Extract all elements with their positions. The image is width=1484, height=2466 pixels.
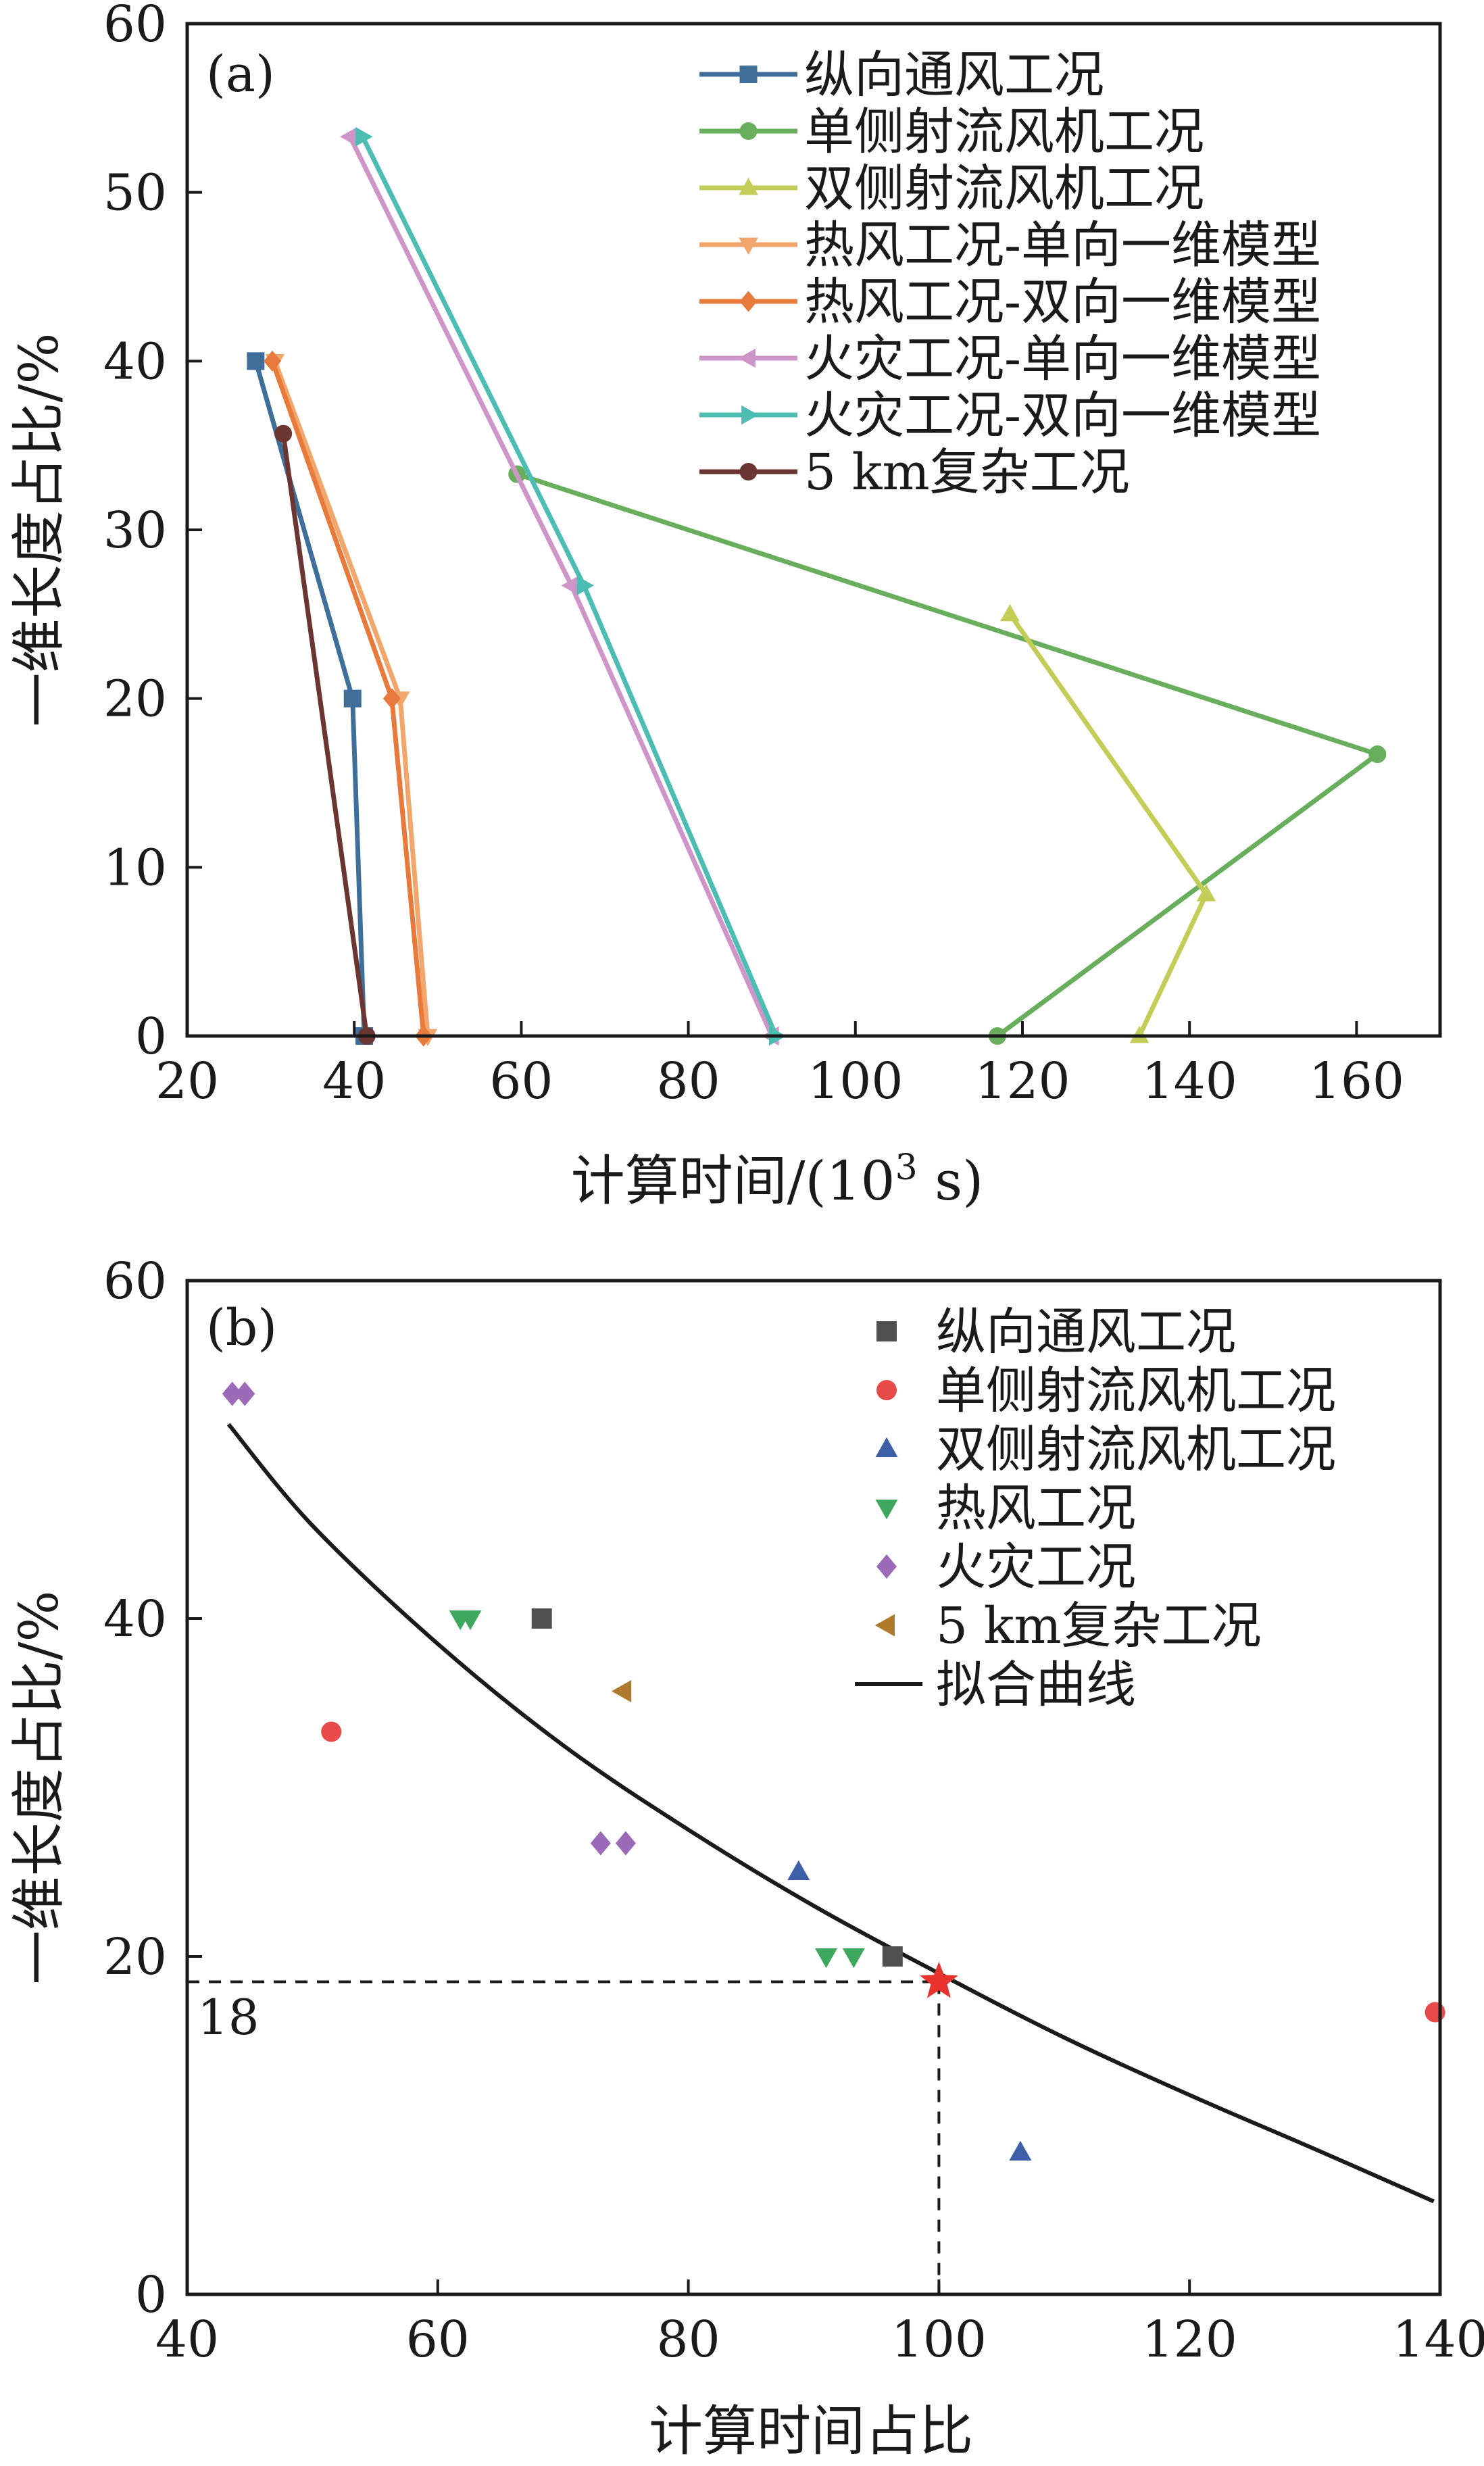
panel-a-y-axis-title: 一维长度占比/% [7,333,70,727]
panel-a-series-line-8 [280,433,370,1037]
panel-a-legend-marker [739,178,758,195]
panel-a-ticks: 20 40 60 80 100 120 140 160 0 10 20 30 40 50 60 [103,0,1404,1110]
panel-a-y-tick-label: 0 [135,1008,167,1066]
panel-b-legend-label: 拟合曲线 [936,1656,1136,1714]
panel-a-y-tick-label: 40 [103,332,167,391]
panel-a-data-point [382,688,401,710]
panel-b-legend-marker [874,1614,895,1637]
panel-b-ticks: 40 60 80 100 120 140 0 20 40 60 [103,1252,1484,2369]
panel-b-y-axis-title: 一维长度占比/% [7,1591,70,1985]
panel-a-data-point [1000,603,1020,622]
panel-b-x-tick-label: 120 [1142,2311,1237,2369]
panel-b-y-tick-label: 60 [103,1252,167,1310]
panel-a-x-tick-label: 20 [155,1052,219,1110]
panel-b-legend-label: 热风工况 [936,1479,1136,1537]
panel-a-data-point [247,352,265,370]
panel-b-legend-marker [875,1500,898,1520]
panel-b-x-tick-label: 40 [155,2311,219,2369]
panel-b-legend-label: 双侧射流风机工况 [936,1421,1336,1479]
panel-a-y-tick-label: 60 [103,0,167,53]
panel-b-data-point [815,1948,838,1969]
panel-a-legend-label: 火灾工况-双向一维模型 [804,387,1321,445]
panel-b-plot-area [187,1381,1445,2294]
panel-a-legend-label: 单侧射流风机工况 [804,103,1204,161]
panel-a-data-point [1368,745,1387,764]
panel-b-legend-marker [876,1554,897,1579]
panel-b: 40 60 80 100 120 140 0 20 40 60 (b) 18 纵向通风工况单侧射流… [7,1252,1484,2463]
panel-b-x-tick-label: 140 [1392,2311,1484,2369]
panel-b-data-point [531,1608,552,1629]
panel-b-x-tick-label: 80 [657,2311,720,2369]
panel-b-y-tick-label: 20 [103,1928,167,1986]
panel-a-data-point [1196,884,1216,902]
panel-b-data-point [222,1381,243,1406]
panel-a-legend-label: 双侧射流风机工况 [804,159,1204,218]
panel-b-data-point [1009,2140,1032,2161]
panel-b-data-point [787,1860,810,1880]
panel-a-label: (a) [206,45,275,103]
panel-a-legend: 纵向通风工况单侧射流风机工况双侧射流风机工况热风工况-单向一维模型热风工况-双向… [699,46,1321,501]
panel-a-x-axis-title-superscript: 3 [895,1148,918,1188]
panel-a-legend-marker [739,66,758,83]
panel-a-data-point [355,126,373,147]
panel-a-legend-label: 热风工况-双向一维模型 [804,273,1321,331]
panel-a-y-tick-label: 50 [103,164,167,222]
panel-a-x-tick-label: 60 [489,1052,553,1110]
panel-a-x-tick-label: 120 [974,1052,1070,1110]
panel-b-legend-label: 单侧射流风机工况 [936,1362,1336,1420]
panel-b-label: (b) [206,1299,277,1357]
panel-b-data-point [882,1946,903,1967]
panel-b-legend-label: 火灾工况 [936,1538,1136,1596]
panel-b-y-tick-label: 40 [103,1590,167,1648]
panel-a-y-tick-label: 30 [103,501,167,560]
panel-b-data-point [234,1381,255,1406]
panel-b-threshold-label: 18 [197,1989,259,2046]
panel-b-highlight-star [920,1961,958,1998]
panel-a-data-point [340,126,357,147]
panel-b-x-tick-label: 100 [891,2311,987,2369]
panel-b-data-point [842,1948,865,1969]
panel-a-legend-label: 热风工况-单向一维模型 [804,216,1321,274]
panel-b-legend-label: 5 km复杂工况 [936,1597,1262,1655]
panel-b-x-axis-title: 计算时间占比 [649,2400,973,2463]
panel-a-legend-marker [739,291,758,312]
panel-a-data-point [576,576,595,595]
panel-b-data-point [459,1610,482,1631]
panel-a-legend-label: 火灾工况-单向一维模型 [804,330,1321,388]
panel-a-data-point [561,576,578,595]
panel-b-legend-marker [876,1380,897,1400]
panel-b-data-point [611,1680,632,1702]
panel-b-data-point [321,1721,342,1742]
panel-a-y-tick-label: 10 [103,839,167,897]
panel-a-x-tick-label: 100 [808,1052,903,1110]
panel-a-x-tick-label: 160 [1309,1052,1404,1110]
panel-a-data-point [274,424,293,443]
panel-a-data-point [264,350,282,372]
panel-b-data-point [1425,2002,1445,2023]
panel-b-data-point [590,1831,611,1856]
panel-a-legend-marker [739,237,758,255]
panel-b-y-tick-label: 0 [135,2266,167,2324]
panel-a-legend-marker [741,405,759,425]
panel-b-data-point [615,1831,636,1856]
panel-a-legend-marker [738,348,756,368]
panel-b-fit-curve [226,1423,1435,2204]
panel-a-y-tick-label: 20 [103,670,167,729]
panel-b-legend-marker [876,1321,897,1341]
panel-a-x-axis-title: 计算时间/(103 s) [571,1148,984,1212]
panel-b-legend-label: 纵向通风工况 [936,1303,1236,1361]
panel-a: 20 40 60 80 100 120 140 160 0 10 20 30 40 50 60 (a) 纵向… [7,0,1442,1212]
panel-a-legend-marker [739,463,758,480]
panel-a-x-tick-label: 140 [1142,1052,1237,1110]
panel-a-legend-label: 纵向通风工况 [804,46,1104,104]
panel-b-legend-marker [875,1437,898,1457]
panel-a-x-tick-label: 40 [322,1052,386,1110]
panel-a-data-point [343,689,362,708]
panel-a-x-tick-label: 80 [657,1052,720,1110]
panel-b-x-tick-label: 60 [406,2311,470,2369]
panel-a-legend-marker [739,122,758,140]
panel-a-legend-label: 5 km复杂工况 [804,443,1130,501]
